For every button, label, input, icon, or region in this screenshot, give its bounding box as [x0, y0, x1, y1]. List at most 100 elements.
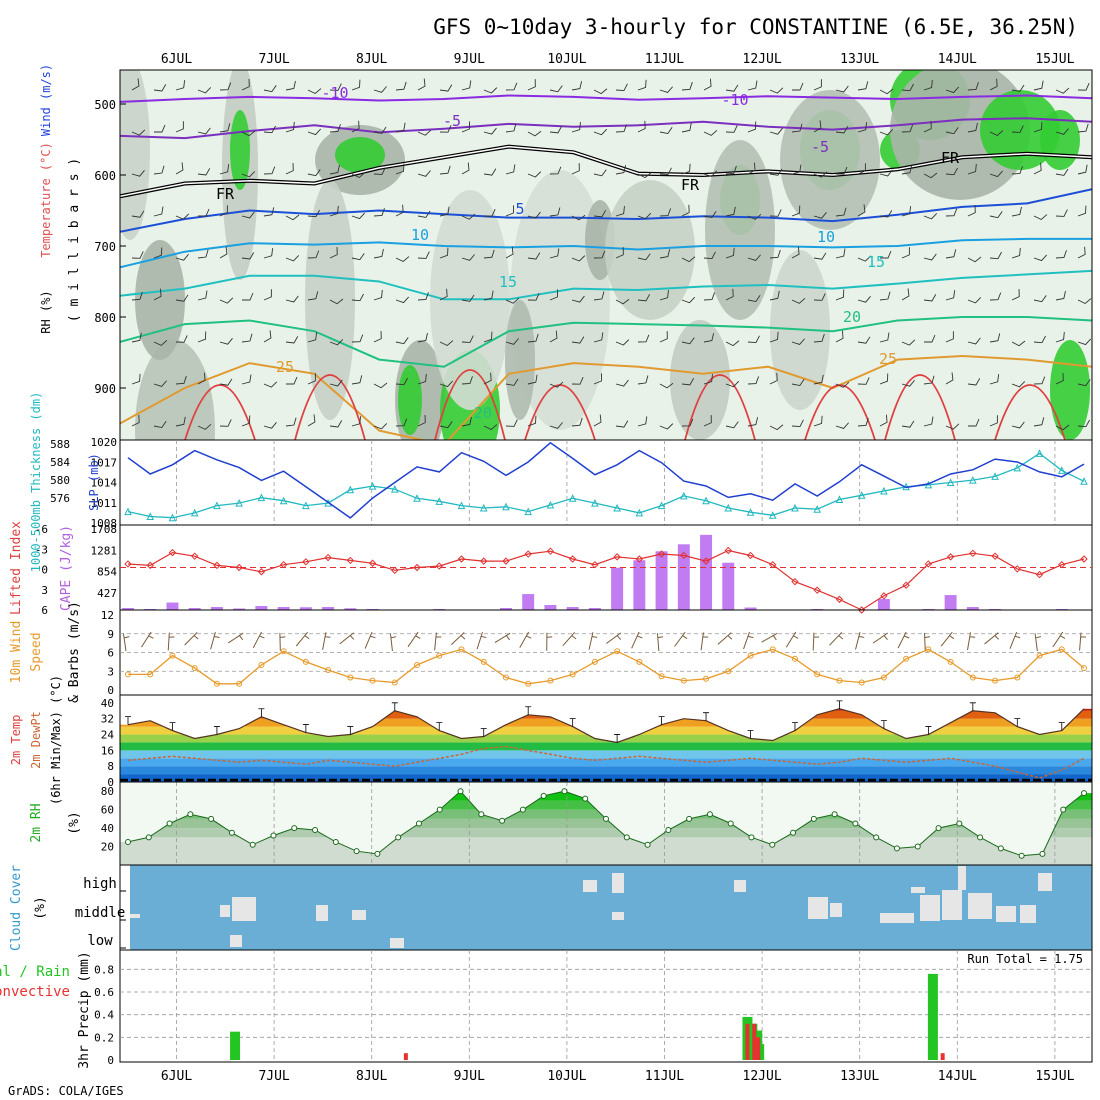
li-tick-label: 3	[41, 584, 48, 597]
wind-barb	[329, 420, 343, 428]
surface-wind-barb	[295, 631, 310, 647]
contour-label: 25	[879, 350, 897, 368]
wind-barb	[791, 378, 805, 387]
wind-speed-point	[658, 673, 665, 680]
cape-bar	[877, 599, 890, 610]
wind-barb	[769, 372, 778, 385]
cape-tick-label: 1281	[91, 544, 118, 557]
wind-barb	[461, 376, 473, 385]
cloud-cell	[612, 912, 624, 920]
wind-speed-point	[369, 677, 376, 684]
wind-barb	[483, 372, 492, 385]
bottom-day-label: 12JUL	[743, 1069, 782, 1084]
cape-bar	[744, 607, 757, 610]
cloud-cell	[230, 935, 242, 947]
surface-wind-barb	[700, 632, 709, 651]
wind-barb	[307, 128, 322, 136]
thickness-point	[479, 503, 488, 512]
wind-barb	[989, 292, 1002, 301]
lifted-index-point	[235, 563, 243, 572]
cape-bar	[210, 607, 223, 610]
temp-minmax-whisker	[169, 722, 176, 731]
wind-barb	[373, 167, 386, 175]
cloud-cell	[734, 880, 746, 892]
lifted-index-point	[746, 551, 755, 560]
wind-barb	[131, 332, 142, 343]
temp-minmax-whisker	[391, 702, 398, 711]
wind-barb	[945, 331, 954, 343]
thickness-tick-label: 588	[50, 438, 70, 451]
wind-ylabel: Wind (m/s)	[39, 64, 53, 136]
wind-barb	[813, 79, 822, 91]
wind-barb	[835, 289, 845, 301]
lifted-index-point	[880, 592, 888, 600]
thickness-point	[568, 494, 577, 502]
wind-barb	[373, 248, 384, 259]
thickness-point	[546, 500, 555, 509]
rh-blob	[135, 340, 215, 440]
wind-barb	[351, 253, 365, 261]
wind-barb	[923, 120, 932, 133]
wind-speed-point	[502, 674, 509, 681]
lifted-index-point	[146, 561, 154, 570]
precip-total-legend: Total / Rain	[0, 964, 70, 980]
wind-barb	[197, 168, 211, 176]
precip-ylabel: 3hr Precip (mm)	[77, 951, 92, 1068]
wind-speed-point	[547, 677, 554, 684]
lifted-index-point	[368, 559, 377, 567]
wind-barb	[1033, 417, 1045, 427]
2m-rh-point	[353, 848, 360, 855]
surface-wind-barb	[829, 632, 844, 646]
wind-barb	[329, 339, 344, 346]
wind-barb	[483, 331, 493, 343]
wind-barb	[968, 418, 980, 427]
wind-barb	[153, 165, 165, 175]
cape-bar	[944, 595, 957, 610]
surface-wind-barb	[656, 633, 664, 652]
wind-barb	[307, 209, 320, 218]
slp-tick-label: 1011	[91, 497, 118, 510]
wind-barb	[659, 423, 674, 430]
wind-barb	[395, 418, 408, 427]
cape-bar	[655, 551, 668, 610]
wind-barb	[439, 340, 454, 347]
wind-speed-point	[969, 674, 976, 681]
wind-barb	[659, 249, 671, 259]
lifted-index-point	[591, 560, 599, 569]
top-day-label: 7JUL	[258, 52, 289, 67]
wind-speed-point	[791, 655, 798, 662]
wind-barb	[967, 256, 982, 263]
wind-barb	[263, 248, 274, 259]
wind-barb	[263, 166, 276, 175]
wind-barb	[945, 372, 954, 385]
wind-barb	[197, 249, 209, 259]
wind-barb	[329, 298, 344, 305]
wind-barb	[263, 289, 272, 301]
wind-speed-point	[191, 665, 198, 672]
wind-barb	[417, 210, 431, 218]
temp-band	[120, 734, 1092, 743]
wind-barb	[527, 130, 542, 137]
wind-barb	[967, 122, 978, 133]
temp-tick-label: 8	[107, 760, 114, 773]
lifted-index-point	[902, 581, 910, 589]
lifted-index-point	[413, 563, 421, 572]
thickness-point	[613, 503, 621, 512]
wind-barb	[175, 213, 190, 220]
wind-barb	[395, 204, 404, 217]
precip-total-bar	[230, 1031, 241, 1060]
wind-ylabel-2: Speed	[29, 632, 44, 671]
thickness-point	[991, 472, 999, 480]
wind-barb	[615, 206, 625, 217]
surface-wind-barb	[588, 632, 598, 650]
wind-barb	[967, 163, 977, 175]
wind-barb	[989, 170, 1004, 178]
wind-barb	[923, 79, 933, 91]
isotherm-line	[120, 269, 1092, 301]
lifted-index-point	[546, 547, 555, 555]
wind-barb	[417, 129, 432, 136]
wind-barb	[1011, 84, 1025, 92]
temp-minmax-whisker	[125, 716, 131, 725]
wind-barb	[439, 380, 454, 388]
surface-wind-barb	[674, 631, 688, 647]
